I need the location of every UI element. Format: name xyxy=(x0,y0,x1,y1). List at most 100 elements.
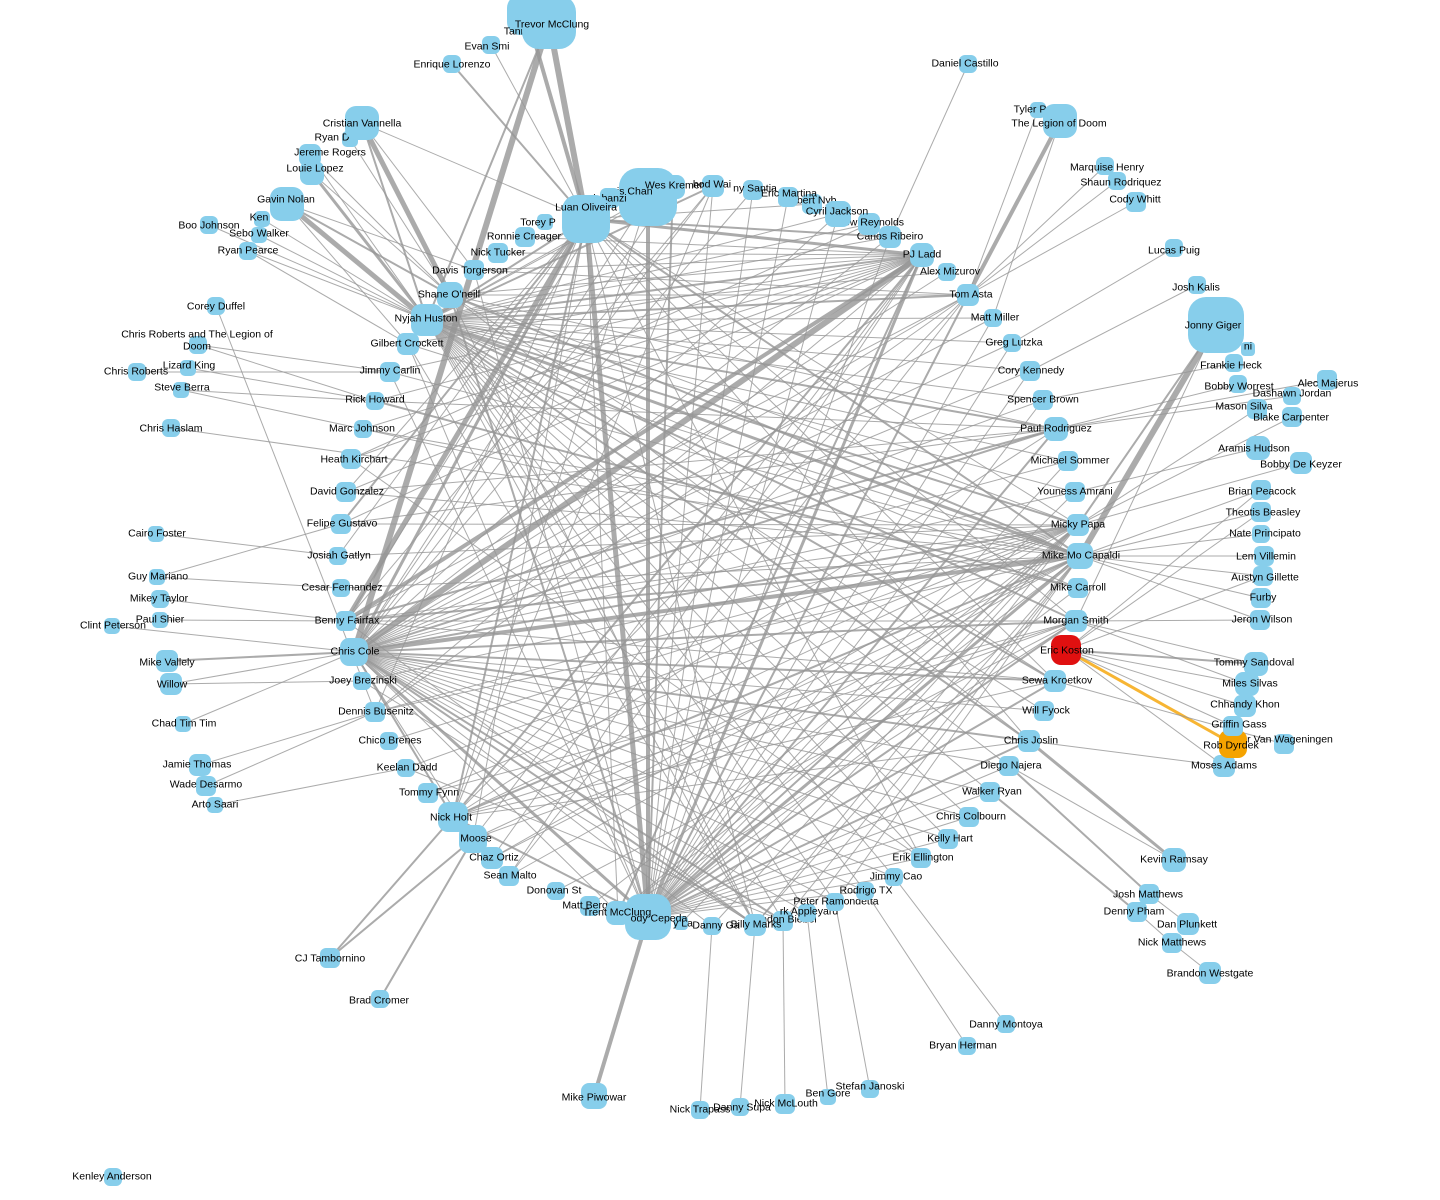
node-box-micky-papa[interactable] xyxy=(1067,514,1089,536)
node-box-andrew-reynolds[interactable] xyxy=(858,213,880,235)
node-dan-plunkett[interactable]: Dan Plunkett xyxy=(1157,913,1217,935)
node-evan-smi[interactable]: Evan Smi xyxy=(465,36,510,54)
node-box-tom-asta[interactable] xyxy=(957,284,979,306)
node-box-ben-gore[interactable] xyxy=(820,1089,836,1105)
node-box-ryan-pearce[interactable] xyxy=(239,242,257,260)
node-kenley-anderson[interactable]: Kenley Anderson xyxy=(72,1168,152,1186)
node-brandon-westgate[interactable]: Brandon Westgate xyxy=(1167,962,1254,984)
node-tommy-sandoval[interactable]: Tommy Sandoval xyxy=(1214,652,1295,676)
node-torey-p[interactable]: Torey P xyxy=(520,214,556,230)
node-chad-tim-tim[interactable]: Chad Tim Tim xyxy=(152,716,217,732)
node-nate-principato[interactable]: Nate Principato xyxy=(1229,525,1301,543)
node-jimmy-cao[interactable]: Jimmy Cao xyxy=(870,868,923,886)
node-box-will-fyock[interactable] xyxy=(1034,701,1054,721)
node-box-josiah-gatlyn[interactable] xyxy=(329,547,347,565)
node-box-sean-malto[interactable] xyxy=(499,866,519,886)
node-box-brian-peacock[interactable] xyxy=(1251,480,1271,500)
node-box-josh-kalis[interactable] xyxy=(1188,276,1206,294)
node-wes-kremer[interactable]: Wes Kremer xyxy=(645,175,704,199)
node-box-boo-johnson[interactable] xyxy=(200,216,218,234)
node-brad-cromer[interactable]: Brad Cromer xyxy=(349,990,410,1008)
node-box-billy-marks[interactable] xyxy=(744,914,766,936)
node-box-jamie-thomas[interactable] xyxy=(189,754,211,776)
node-box-mark-appleyard[interactable] xyxy=(798,904,816,922)
node-nick-mclouth[interactable]: Nick McLouth xyxy=(754,1094,818,1114)
node-marc-johnson[interactable]: Marc Johnson xyxy=(329,420,395,438)
node-trent-mcclung[interactable]: Trent McClung xyxy=(583,901,652,925)
node-mikey-taylor[interactable]: Mikey Taylor xyxy=(130,590,189,608)
node-boo-johnson[interactable]: Boo Johnson xyxy=(178,216,240,234)
node-ronnie-creager[interactable]: Ronnie Creager xyxy=(487,227,562,247)
node-chris-joslin[interactable]: Chris Joslin xyxy=(1004,730,1058,752)
node-box-cairo-foster[interactable] xyxy=(148,526,164,542)
node-tom-asta[interactable]: Tom Asta xyxy=(949,284,993,306)
node-joey-brezinski[interactable]: Joey Brezinski xyxy=(329,672,397,690)
node-box-nick-holt[interactable] xyxy=(438,802,468,832)
node-davis-torgerson[interactable]: Davis Torgerson xyxy=(432,260,508,280)
node-box-kevin-ramsay[interactable] xyxy=(1162,848,1186,872)
node-box-bobby-dekeyzer[interactable] xyxy=(1290,452,1312,474)
node-theotis-beasley[interactable]: Theotis Beasley xyxy=(1226,502,1301,522)
node-box-alec-majerus[interactable] xyxy=(1317,370,1337,390)
node-box-arto-saari[interactable] xyxy=(207,797,223,813)
node-box-bryan-herman[interactable] xyxy=(958,1037,976,1055)
node-arto-saari[interactable]: Arto Saari xyxy=(192,797,239,813)
node-box-rick-howard[interactable] xyxy=(366,392,384,410)
node-spencer-brown[interactable]: Spencer Brown xyxy=(1007,390,1079,410)
node-box-marquise-henry[interactable] xyxy=(1096,157,1114,175)
node-box-youness-amrani[interactable] xyxy=(1065,482,1085,502)
node-box-ishod-wair[interactable] xyxy=(702,175,724,197)
node-clint-peterson[interactable]: Clint Peterson xyxy=(80,618,146,634)
node-keelan-dadd[interactable]: Keelan Dadd xyxy=(377,759,438,777)
node-rodrigo-tx[interactable]: Rodrigo TX xyxy=(840,882,893,900)
node-box-nick-matthews[interactable] xyxy=(1162,933,1182,953)
node-cairo-foster[interactable]: Cairo Foster xyxy=(128,526,186,542)
node-josh-kalis[interactable]: Josh Kalis xyxy=(1172,276,1220,294)
node-daniel-castillo[interactable]: Daniel Castillo xyxy=(931,55,999,73)
node-chris-haslam[interactable]: Chris Haslam xyxy=(139,419,203,437)
node-box-tommy-sandoval[interactable] xyxy=(1244,652,1268,676)
node-box-brandon-biebel[interactable] xyxy=(773,911,793,931)
node-sewa-kroetkov[interactable]: Sewa Kroetkov xyxy=(1022,670,1093,692)
node-box-shane-oneill[interactable] xyxy=(437,282,463,308)
node-rob-dyrdek[interactable]: Rob Dyrdek xyxy=(1203,730,1259,758)
node-mason-silva[interactable]: Mason Silva xyxy=(1215,399,1273,419)
node-box-chaz-ortiz[interactable] xyxy=(481,847,503,869)
node-box-greg-lutzka[interactable] xyxy=(1003,334,1021,352)
node-box-sebo-walker[interactable] xyxy=(251,227,267,243)
node-box-cody-whitt[interactable] xyxy=(1126,192,1146,212)
node-box-matt-miller[interactable] xyxy=(984,309,1002,327)
node-eric-koston[interactable]: Eric Koston xyxy=(1040,635,1094,665)
node-box-nick-trapass[interactable] xyxy=(691,1101,709,1119)
node-blake-carpenter[interactable]: Blake Carpenter xyxy=(1253,407,1329,427)
node-bobby-worrest[interactable]: Bobby Worrest xyxy=(1204,375,1274,393)
node-box-nate-principato[interactable] xyxy=(1252,525,1270,543)
node-wade-desarmo[interactable]: Wade Desarmo xyxy=(170,776,243,796)
node-ken[interactable]: Ken xyxy=(250,211,270,227)
node-box-wade-desarmo[interactable] xyxy=(196,776,216,796)
node-box-jeron-wilson[interactable] xyxy=(1250,610,1270,630)
node-bryan-herman[interactable]: Bryan Herman xyxy=(929,1037,997,1055)
node-dennis-busenitz[interactable]: Dennis Busenitz xyxy=(338,702,414,722)
node-denny-pham[interactable]: Denny Pham xyxy=(1104,902,1165,922)
node-box-mikey-taylor[interactable] xyxy=(151,590,169,608)
node-furby[interactable]: Furby xyxy=(1250,588,1278,608)
node-box-sewa-kroetkov[interactable] xyxy=(1044,670,1066,692)
node-nick-matthews[interactable]: Nick Matthews xyxy=(1138,933,1206,953)
node-box-steve-berra[interactable] xyxy=(173,382,189,398)
node-box-diego-najera[interactable] xyxy=(999,756,1019,776)
node-box-jimmy-cao[interactable] xyxy=(885,868,903,886)
node-nick-trapass[interactable]: Nick Trapass xyxy=(670,1101,731,1119)
node-box-rob-dyrdek[interactable] xyxy=(1219,730,1247,758)
node-box-van-wageningen[interactable] xyxy=(1274,734,1294,754)
node-box-jonny-giger[interactable] xyxy=(1188,297,1244,353)
node-bobby-dekeyzer[interactable]: Bobby De Keyzer xyxy=(1260,452,1342,474)
node-andrew-reynolds[interactable]: ew Reynolds xyxy=(844,213,904,235)
node-box-evan-smi[interactable] xyxy=(482,36,500,54)
node-box-cristian-vannella[interactable] xyxy=(345,106,379,140)
node-jimmy-carlin[interactable]: Jimmy Carlin xyxy=(360,362,421,382)
node-box-cesar-fernandez[interactable] xyxy=(332,579,350,597)
node-morgan-smith[interactable]: Morgan Smith xyxy=(1043,610,1109,632)
node-box-matt-berge[interactable] xyxy=(580,896,600,916)
